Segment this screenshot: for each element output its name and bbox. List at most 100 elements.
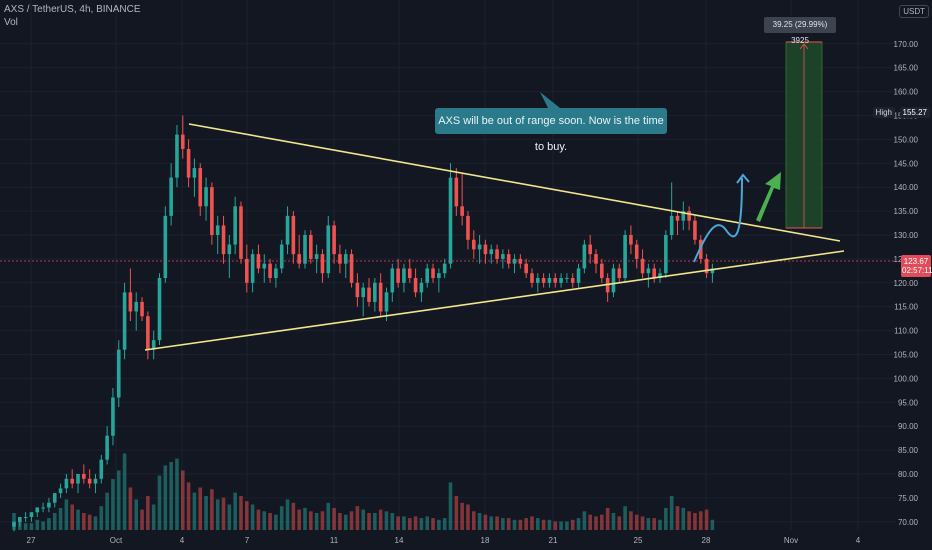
candle-body [454,177,459,207]
high-value: 155.27 [899,107,930,118]
candle-body [541,278,546,283]
volume-bar [512,519,517,530]
volume-legend[interactable]: Vol [4,17,18,28]
volume-bar [373,513,377,530]
candle-body [128,292,133,312]
volume-bar [553,521,558,530]
volume-bar [594,516,598,530]
candle-body [82,474,86,479]
volume-bar [297,509,301,530]
candle-body [210,187,214,235]
volume-bar [12,513,16,530]
candle-body [629,235,633,245]
volume-bar [437,519,441,530]
candle-body [611,268,616,293]
volume-bar [693,513,697,530]
volume-bar [384,511,389,530]
candle-body [623,235,627,279]
target-arrow[interactable] [756,172,781,222]
candle-body [373,282,377,302]
candle-body [70,478,74,484]
volume-bar [41,521,45,530]
candle-body [442,263,447,274]
volume-bar [675,506,680,530]
time-tick-label: 18 [481,536,490,545]
projection-path[interactable] [693,177,743,263]
volume-bar [652,518,656,530]
volume-bar [419,518,424,530]
candle-body [588,244,592,255]
candle-body [23,517,28,519]
volume-bar [326,502,331,530]
candle-body [163,215,168,279]
volume-bar [76,509,80,530]
volume-bar [536,518,540,530]
candle-body [495,249,499,259]
time-tick-label: Nov [784,536,798,545]
candle-body [41,507,45,509]
candle-body [419,282,424,293]
candle-body [186,148,191,178]
candle-body [105,435,109,460]
candle-body [268,263,272,279]
volume-bar [343,514,348,530]
candle-body [111,397,115,436]
candle-body [576,268,581,283]
volume-bar [524,518,528,530]
price-tick-label: 100.00 [894,374,919,383]
candle-body [355,282,360,298]
price-tick-label: 135.00 [894,207,919,216]
price-tick-label: 165.00 [894,64,919,73]
candle-body [675,215,680,221]
volume-bar [600,514,604,530]
symbol-legend[interactable]: AXS / TetherUS, 4h, BINANCE [4,4,141,15]
volume-bar [239,496,243,530]
volume-bar [221,497,226,530]
candle-body [52,493,57,503]
candle-body [215,225,220,235]
volume-bar [274,514,278,530]
volume-bar [611,513,616,530]
candle-body [116,349,121,398]
candle-body [460,206,464,216]
time-tick-label: 11 [330,536,339,545]
volume-bar [332,507,336,530]
time-tick-label: 21 [549,536,558,545]
upper-trendline[interactable] [188,123,841,242]
time-tick-label: 4 [856,536,861,545]
volume-bar [640,516,645,530]
candle-body [652,268,656,279]
volume-bar [128,487,133,530]
candle-body [349,254,354,283]
annotation-callout[interactable]: AXS will be out of range soon. Now is th… [435,108,667,153]
candle-body [285,215,290,245]
candle-body [582,244,587,269]
volume-bar [390,513,395,530]
volume-bar [623,506,627,530]
candle-body [221,225,226,255]
volume-bar [291,502,296,530]
volume-bar [245,501,249,530]
lower-trendline[interactable] [144,250,845,351]
candle-body [384,292,389,312]
volume-bar [448,482,453,530]
volume-bar [483,514,488,530]
volume-bar [87,514,92,530]
currency-badge[interactable]: USDT [899,5,929,18]
candle-body [274,268,278,279]
volume-bar [442,518,447,530]
candle-body [425,268,430,283]
price-tick-label: 70.00 [898,518,919,527]
time-tick-label: 25 [634,536,643,545]
candle-body [245,258,249,283]
candle-body [448,177,453,264]
last-price-value: 123.67 [903,257,929,266]
volume-bar [256,509,261,530]
candle-body [687,211,691,221]
volume-bar [669,496,674,530]
volume-bar [134,499,139,530]
candle-body [559,278,563,283]
volume-bar [47,518,51,530]
volume-bar [180,470,185,530]
